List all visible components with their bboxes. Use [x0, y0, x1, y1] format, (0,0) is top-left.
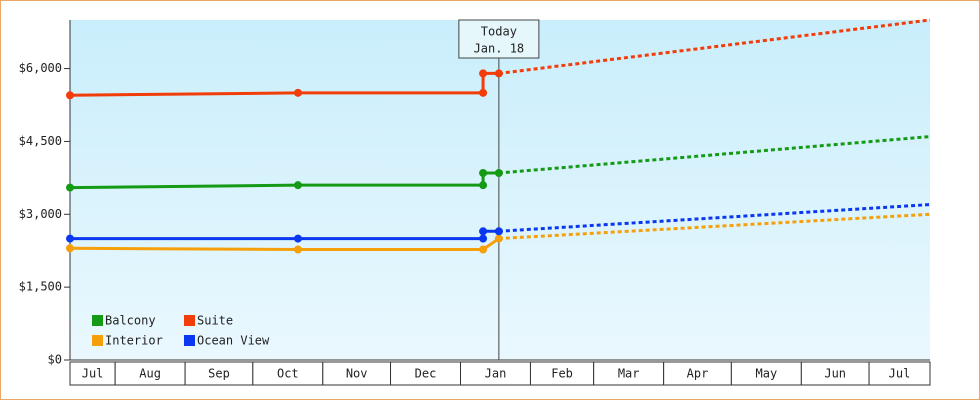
point: [494, 227, 503, 236]
point: [293, 234, 302, 243]
point: [293, 245, 302, 254]
x-tick-label: Oct: [277, 367, 299, 381]
y-tick-label: $6,000: [19, 61, 62, 75]
x-tick-label: May: [756, 367, 778, 381]
x-tick-label: Nov: [346, 367, 368, 381]
point: [494, 234, 503, 243]
legend-label: Interior: [105, 334, 163, 348]
point: [66, 91, 74, 100]
series-forecast-line: [498, 203, 931, 233]
point: [66, 234, 74, 243]
point: [66, 244, 74, 253]
legend-swatch: [184, 315, 195, 326]
legend-swatch: [92, 315, 103, 326]
point: [479, 227, 488, 236]
y-tick-label: $1,500: [19, 280, 62, 294]
x-tick-label: Feb: [551, 367, 573, 381]
point: [479, 181, 488, 190]
x-tick-label: Jun: [824, 367, 846, 381]
point: [293, 181, 302, 190]
point: [479, 234, 488, 243]
legend-label: Balcony: [105, 314, 156, 328]
x-tick-label: Aug: [139, 367, 161, 381]
legend-label: Suite: [197, 314, 233, 328]
point: [494, 169, 503, 177]
series-forecast-line: [498, 135, 931, 175]
series-line: [69, 237, 500, 251]
point: [66, 183, 74, 192]
series-forecast-line: [498, 212, 931, 241]
x-tick-label: Mar: [618, 367, 640, 381]
point: [479, 69, 488, 78]
point: [293, 88, 302, 97]
point: [479, 88, 488, 97]
x-tick-label: Jul: [82, 367, 104, 381]
x-tick-label: Sep: [208, 367, 230, 381]
y-tick-label: $4,500: [19, 134, 62, 148]
y-tick-label: $0: [48, 353, 62, 367]
today-label: Jan. 18: [474, 42, 525, 56]
x-tick-label: Jan: [485, 367, 507, 381]
legend-swatch: [184, 335, 195, 346]
today-label: Today: [481, 25, 517, 39]
today-box: [458, 19, 540, 59]
legend-label: Ocean View: [197, 334, 270, 348]
y-tick-label: $3,000: [19, 207, 62, 221]
point: [494, 69, 503, 78]
x-tick-box: [868, 361, 931, 386]
point: [479, 169, 488, 177]
x-tick-label: Apr: [687, 367, 709, 381]
x-tick-label: Dec: [415, 367, 437, 381]
legend-swatch: [92, 335, 103, 346]
series-forecast-line: [498, 18, 931, 75]
x-tick-label: Jul: [889, 367, 911, 381]
point: [479, 245, 488, 254]
